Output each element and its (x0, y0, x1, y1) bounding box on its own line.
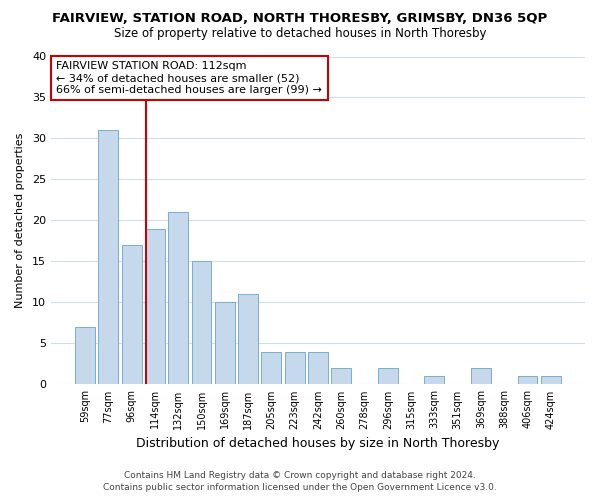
Y-axis label: Number of detached properties: Number of detached properties (15, 133, 25, 308)
Bar (285, 352, 305, 384)
Text: FAIRVIEW STATION ROAD: 112sqm
← 34% of detached houses are smaller (52)
66% of s: FAIRVIEW STATION ROAD: 112sqm ← 34% of d… (56, 62, 322, 94)
Bar (471, 368, 491, 384)
Bar (145, 228, 165, 384)
Text: Contains HM Land Registry data © Crown copyright and database right 2024.
Contai: Contains HM Land Registry data © Crown c… (103, 471, 497, 492)
Bar (169, 212, 188, 384)
Bar (122, 245, 142, 384)
Bar (331, 368, 351, 384)
Bar (215, 302, 235, 384)
Bar (238, 294, 258, 384)
Bar (75, 327, 95, 384)
Bar (262, 352, 281, 384)
Bar (541, 376, 561, 384)
Bar (378, 368, 398, 384)
Bar (98, 130, 118, 384)
Bar (191, 262, 211, 384)
Text: FAIRVIEW, STATION ROAD, NORTH THORESBY, GRIMSBY, DN36 5QP: FAIRVIEW, STATION ROAD, NORTH THORESBY, … (52, 12, 548, 26)
Bar (308, 352, 328, 384)
Bar (518, 376, 538, 384)
X-axis label: Distribution of detached houses by size in North Thoresby: Distribution of detached houses by size … (136, 437, 500, 450)
Text: Size of property relative to detached houses in North Thoresby: Size of property relative to detached ho… (114, 28, 486, 40)
Bar (424, 376, 444, 384)
